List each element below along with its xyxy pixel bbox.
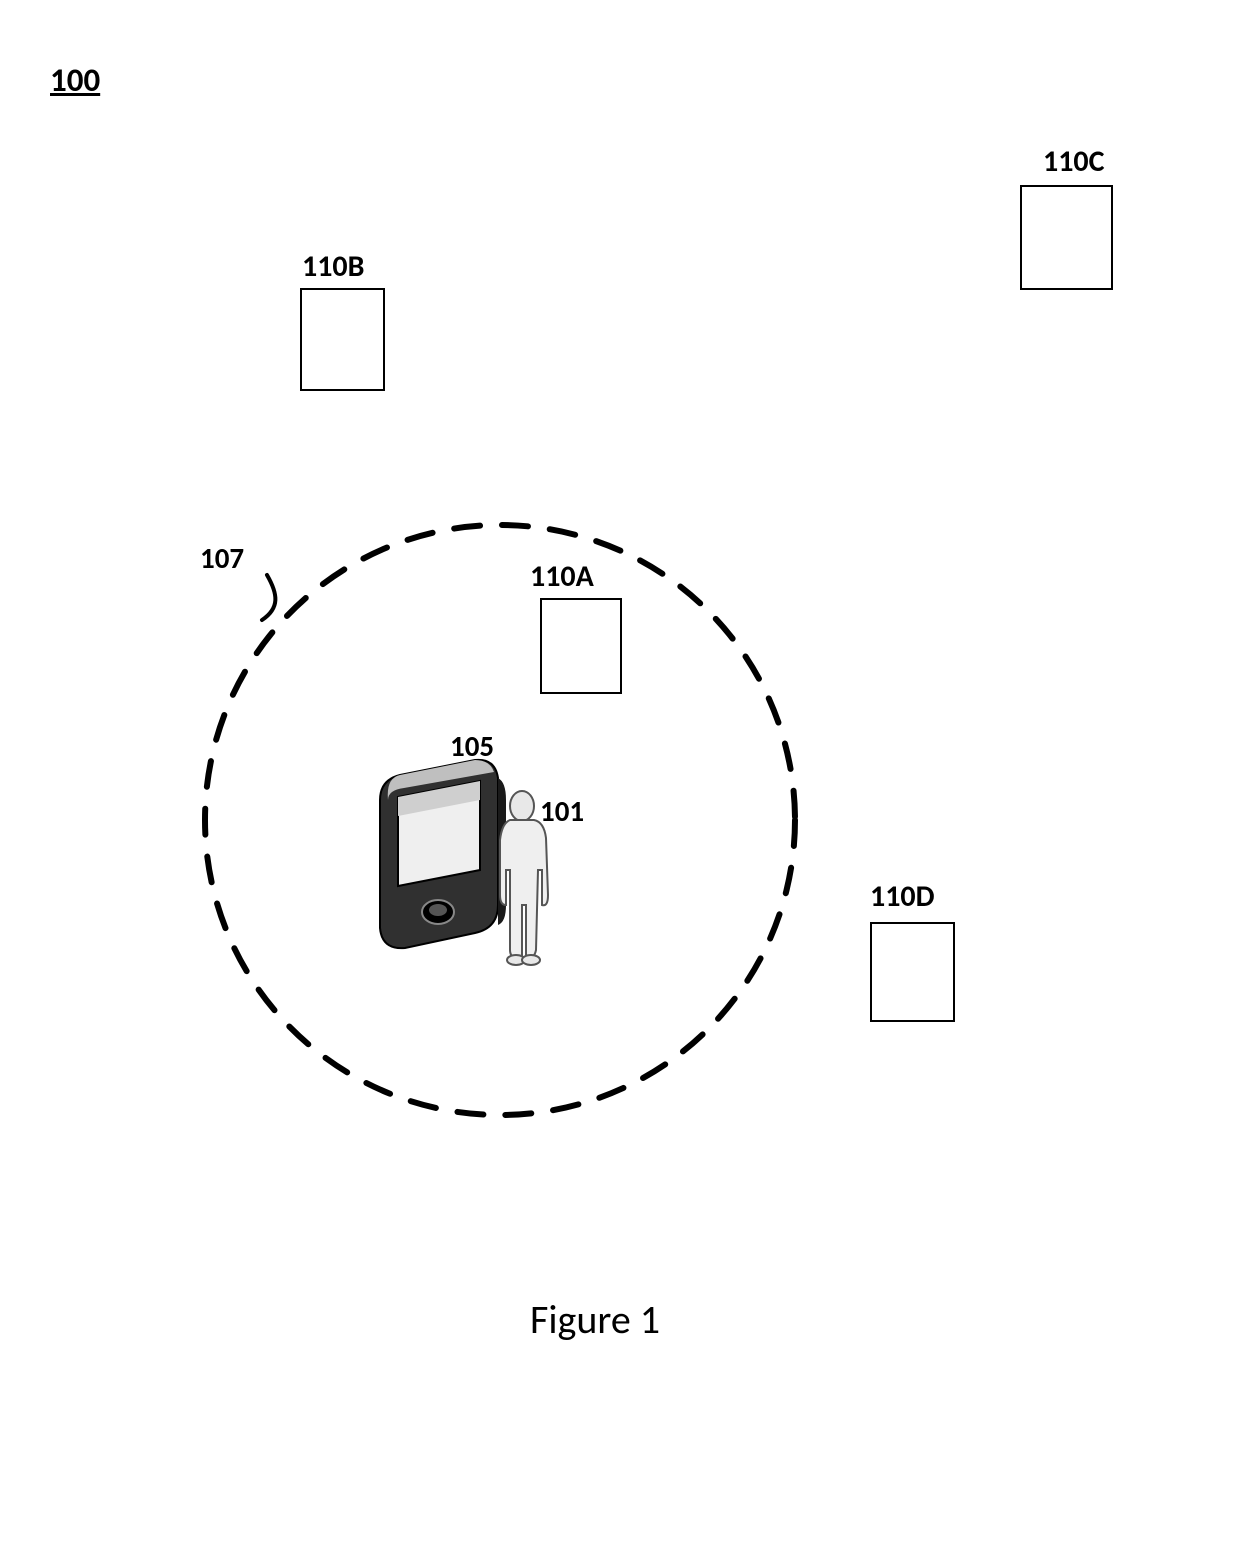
diagram-canvas: 100 107 110A 110B 110C 110D 105 10	[0, 0, 1240, 1545]
figure-caption: Figure 1	[530, 1295, 660, 1344]
